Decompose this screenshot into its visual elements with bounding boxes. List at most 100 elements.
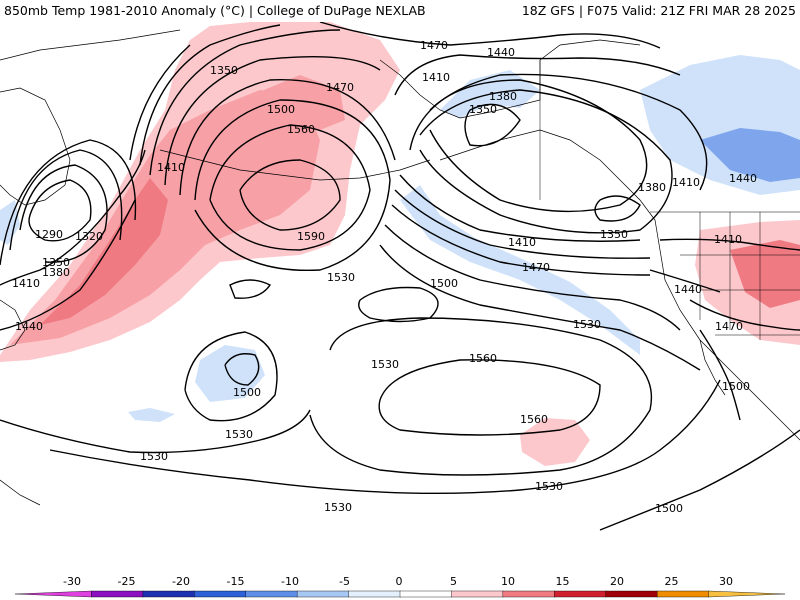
contour-label: 1470 xyxy=(715,320,743,333)
colorbar-tick-label: -10 xyxy=(281,575,299,588)
cool-anomaly-gulf-of-alaska xyxy=(400,185,640,355)
colorbar-tick-label: 25 xyxy=(665,575,679,588)
colorbar-tick-label: 5 xyxy=(450,575,457,588)
contour-label: 1290 xyxy=(35,228,63,241)
contour-label: 1410 xyxy=(157,161,185,174)
contour-1410-gulf xyxy=(399,174,641,242)
contour-1410-bc xyxy=(419,89,673,234)
map-canvas[interactable]: 1470 1440 1410 1350 1470 1500 1560 1380 … xyxy=(0,22,800,572)
colorbar-segment xyxy=(14,590,92,598)
contour-label: 1530 xyxy=(573,318,601,331)
contour-label: 1530 xyxy=(140,450,168,463)
colorbar-tick-label: -15 xyxy=(227,575,245,588)
contour-label: 1530 xyxy=(535,480,563,493)
contour-1470-ridge xyxy=(164,55,381,186)
contour-label: 1410 xyxy=(672,176,700,189)
contour-1530-gulf xyxy=(379,244,701,371)
contour-label: 1530 xyxy=(225,428,253,441)
contour-label: 1410 xyxy=(508,236,536,249)
contour-1530-s2 xyxy=(49,379,721,495)
contour-1440-north xyxy=(319,22,661,49)
contour-1410-west xyxy=(0,149,146,286)
contour-1530-low xyxy=(184,331,278,422)
colorbar-tick-label: 20 xyxy=(610,575,624,588)
contour-label: 1470 xyxy=(326,81,354,94)
cool-anomaly-canada-core xyxy=(700,128,800,182)
contour-label: 1350 xyxy=(469,103,497,116)
colorbar-tick-label: -20 xyxy=(172,575,190,588)
colorbar-segment xyxy=(708,590,786,598)
colorbar-segment xyxy=(656,590,710,598)
contour-label: 1440 xyxy=(487,46,515,59)
contour-label: 1500 xyxy=(722,380,750,393)
contour-label: 1410 xyxy=(12,277,40,290)
contour-1410-ak xyxy=(394,54,681,96)
colorbar-tick-label: 15 xyxy=(556,575,570,588)
height-contours xyxy=(0,22,800,531)
contour-1290-west xyxy=(28,179,92,242)
colorbar-segment xyxy=(451,590,504,598)
contour-1440-gulf xyxy=(394,189,651,259)
contour-label: 1530 xyxy=(324,501,352,514)
contour-1380-ak xyxy=(429,79,648,213)
contour-1530-ridge xyxy=(194,99,391,272)
contour-label: 1500 xyxy=(430,277,458,290)
contour-label: 1440 xyxy=(729,172,757,185)
contour-label: 1380 xyxy=(42,266,70,279)
colorbar-segment xyxy=(194,590,247,598)
warm-anomaly-hawaii xyxy=(520,418,590,466)
contour-1500-mx xyxy=(699,329,741,421)
contour-label: 1500 xyxy=(655,502,683,515)
contour-labels: 1470 1440 1410 1350 1470 1500 1560 1380 … xyxy=(12,39,757,515)
contour-label: 1410 xyxy=(714,233,742,246)
model-run-info: 18Z GFS | F075 Valid: 21Z FRI MAR 28 202… xyxy=(521,3,796,18)
colorbar-segment xyxy=(502,590,555,598)
contour-label: 1560 xyxy=(469,352,497,365)
contour-label: 1320 xyxy=(75,230,103,243)
coastline-alaska-south xyxy=(439,129,656,221)
colorbar-segment xyxy=(91,590,144,598)
contour-label: 1560 xyxy=(287,123,315,136)
contour-1560-ridge xyxy=(209,124,371,251)
colorbar-segment xyxy=(348,590,401,598)
colorbar-segments xyxy=(14,590,786,598)
coastline-aleutians xyxy=(159,149,431,181)
contour-1500-ridge xyxy=(179,79,396,196)
contour-label: 1380 xyxy=(489,90,517,103)
contour-1380-ridge xyxy=(129,44,191,161)
coastline-se xyxy=(0,479,41,506)
contour-1530-center xyxy=(309,317,653,476)
contour-label: 1350 xyxy=(42,256,70,269)
colorbar-ticks: -30 -25 -20 -15 -10 -5 0 5 10 15 20 25 30 xyxy=(63,575,733,588)
contour-1470-gulf xyxy=(391,204,651,276)
contour-1500-se xyxy=(599,429,800,531)
contour-label: 1530 xyxy=(327,271,355,284)
contour-1440-bc xyxy=(409,73,708,191)
contour-1500-low xyxy=(224,353,260,386)
coastline-alaska xyxy=(379,39,641,119)
coastline-baja xyxy=(699,339,726,396)
contour-1470-us xyxy=(689,299,800,331)
contour-label: 1590 xyxy=(297,230,325,243)
contour-label: 1470 xyxy=(522,261,550,274)
contour-1410-ridge xyxy=(139,24,281,166)
cool-anomaly-shading xyxy=(0,55,800,422)
colorbar-segment xyxy=(142,590,195,598)
contour-1500-gulf xyxy=(384,224,681,331)
colorbar-segment xyxy=(399,590,453,598)
contour-1530-south xyxy=(0,409,311,454)
contour-label: 1530 xyxy=(371,358,399,371)
colorbar-tick-label: -30 xyxy=(63,575,81,588)
contour-1440-us xyxy=(649,269,721,293)
contour-label: 1500 xyxy=(233,386,261,399)
coastlines xyxy=(0,29,800,506)
colorbar-tick-label: -5 xyxy=(339,575,350,588)
contour-label: 1440 xyxy=(15,320,43,333)
colorbar: -30 -25 -20 -15 -10 -5 0 5 10 15 20 25 30 xyxy=(0,572,800,600)
contour-1350-ak xyxy=(464,103,521,147)
colorbar-segment xyxy=(245,590,298,598)
contour-label: 1350 xyxy=(210,64,238,77)
contour-1410-us xyxy=(659,238,800,251)
coastline-asia-north xyxy=(0,29,181,61)
contour-1320-west xyxy=(19,164,108,263)
